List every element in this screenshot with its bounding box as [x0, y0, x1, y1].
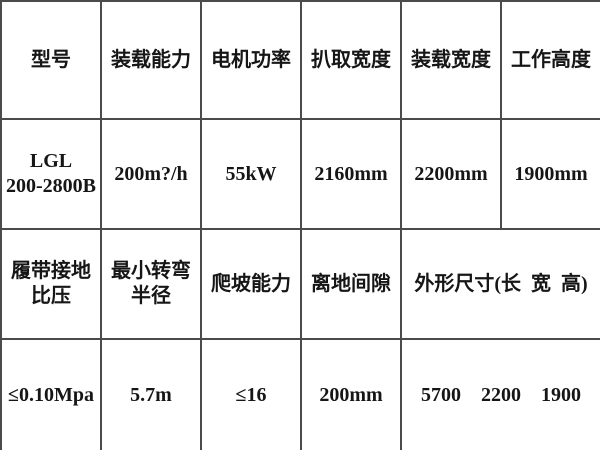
table-row-values-1: LGL 200-2800B 200m?/h 55kW 2160mm 2200mm… [0, 118, 600, 230]
value-model: LGL 200-2800B [0, 118, 102, 230]
header-climbing-ability: 爬坡能力 [200, 228, 302, 340]
value-ground-pressure: ≤0.10Mpa [0, 338, 102, 450]
header-loading-width: 装载宽度 [400, 0, 502, 120]
table-row-values-2: ≤0.10Mpa 5.7m ≤16 200mm 5700 2200 1900 [0, 338, 600, 450]
value-overall-dimensions: 5700 2200 1900 [400, 338, 600, 450]
table-row-headers-2: 履带接地比压 最小转弯半径 爬坡能力 离地间隙 外形尺寸(长 宽 高) [0, 228, 600, 340]
header-ground-pressure: 履带接地比压 [0, 228, 102, 340]
header-working-height: 工作高度 [500, 0, 600, 120]
value-loading-capacity: 200m?/h [100, 118, 202, 230]
value-ground-clearance: 200mm [300, 338, 402, 450]
value-climbing-ability: ≤16 [200, 338, 302, 450]
value-loading-width: 2200mm [400, 118, 502, 230]
value-motor-power: 55kW [200, 118, 302, 230]
header-ground-clearance: 离地间隙 [300, 228, 402, 340]
table-row-headers-1: 型号 装载能力 电机功率 扒取宽度 装载宽度 工作高度 [0, 0, 600, 120]
header-model: 型号 [0, 0, 102, 120]
value-gathering-width: 2160mm [300, 118, 402, 230]
header-turning-radius: 最小转弯半径 [100, 228, 202, 340]
value-working-height: 1900mm [500, 118, 600, 230]
header-loading-capacity: 装载能力 [100, 0, 202, 120]
value-turning-radius: 5.7m [100, 338, 202, 450]
header-gathering-width: 扒取宽度 [300, 0, 402, 120]
header-overall-dimensions: 外形尺寸(长 宽 高) [400, 228, 600, 340]
header-motor-power: 电机功率 [200, 0, 302, 120]
